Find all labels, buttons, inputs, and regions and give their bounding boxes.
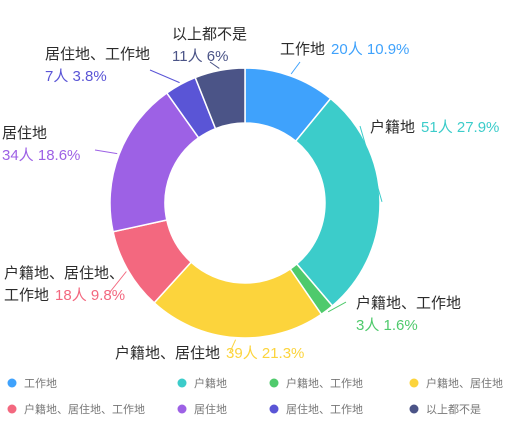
slice-label-value: 3人 1.6% (356, 317, 418, 334)
legend-label: 居住地、工作地 (286, 402, 363, 416)
legend-swatch (7, 378, 17, 388)
slice-labels-layer: 工作地 20人 10.9%户籍地 51人 27.9%户籍地、工作地 3人 1.6%户籍… (2, 26, 499, 362)
slice-label-6: 居住地、工作地 7人 3.8% (45, 46, 150, 85)
legend-swatch (409, 404, 419, 414)
legend-label: 户籍地、居住地、工作地 (24, 402, 145, 416)
slice-label-4: 户籍地、居住地、工作地 18人 9.8% (4, 265, 125, 304)
slice-label-name: 户籍地、工作地 (356, 295, 461, 312)
leader-lines-layer (94, 61, 383, 353)
leader-line-4 (109, 271, 127, 293)
slice-label-name: 居住地 (2, 125, 47, 142)
slice-label-value: 20人 10.9% (331, 41, 409, 58)
leader-line-7 (209, 61, 220, 69)
leader-line-0 (290, 61, 301, 75)
slice-label-5: 居住地 34人 18.6% (2, 125, 80, 164)
legend-item-1[interactable]: 户籍地 (177, 376, 228, 390)
slice-label-0: 工作地 20人 10.9% (280, 41, 409, 58)
slice-7[interactable] (194, 67, 246, 130)
slice-label-value: 18人 9.8% (55, 287, 125, 304)
slice-label-value: 39人 21.3% (226, 345, 304, 362)
legend-item-0[interactable]: 工作地 (7, 377, 58, 390)
legend-label: 户籍地 (194, 376, 227, 390)
slice-label-value: 7人 3.8% (45, 68, 107, 85)
legend-swatch (7, 404, 17, 414)
slice-label-value: 51人 27.9% (421, 119, 499, 136)
legend-label: 居住地 (194, 402, 227, 416)
slice-label-name: 以上都不是 (172, 26, 247, 43)
slice-label-name: 户籍地、居住地 (115, 345, 220, 362)
slice-label-value: 34人 18.6% (2, 147, 80, 164)
slice-1[interactable] (294, 97, 381, 307)
leader-line-1 (359, 125, 383, 202)
legend-swatch (409, 378, 419, 388)
slices-layer (109, 67, 381, 339)
slice-label-3: 户籍地、居住地 39人 21.3% (115, 345, 304, 362)
slice-label-name: 户籍地、居住地、 (4, 265, 124, 282)
leader-line-5 (94, 149, 118, 155)
leader-line-6 (149, 69, 180, 84)
legend-item-3[interactable]: 户籍地、居住地 (409, 376, 504, 390)
legend-swatch (269, 404, 279, 414)
slice-label-1: 户籍地 51人 27.9% (370, 119, 499, 136)
legend-label: 以上都不是 (426, 403, 481, 416)
legend-label: 户籍地、居住地 (426, 376, 503, 390)
slice-label-name: 户籍地 (370, 119, 415, 136)
slice-label-name: 工作地 (280, 41, 325, 58)
legend-item-5[interactable]: 居住地 (177, 402, 228, 416)
legend-item-7[interactable]: 以上都不是 (409, 403, 482, 416)
leader-line-2 (327, 301, 347, 313)
leader-line-3 (229, 339, 237, 353)
legend-swatch (177, 378, 187, 388)
legend-item-4[interactable]: 户籍地、居住地、工作地 (7, 402, 146, 416)
slice-label-name: 工作地 (4, 287, 49, 304)
legend-label: 工作地 (24, 377, 57, 390)
legend-item-6[interactable]: 居住地、工作地 (269, 402, 364, 416)
slice-label-name: 居住地、工作地 (45, 46, 150, 63)
legend-swatch (177, 404, 187, 414)
slice-label-value: 11人 6% (172, 48, 228, 65)
legend-swatch (269, 378, 279, 388)
legend-item-2[interactable]: 户籍地、工作地 (269, 376, 364, 390)
slice-label-7: 以上都不是 11人 6% (172, 26, 247, 65)
legend-label: 户籍地、工作地 (286, 376, 363, 390)
slice-label-2: 户籍地、工作地 3人 1.6% (356, 295, 461, 334)
